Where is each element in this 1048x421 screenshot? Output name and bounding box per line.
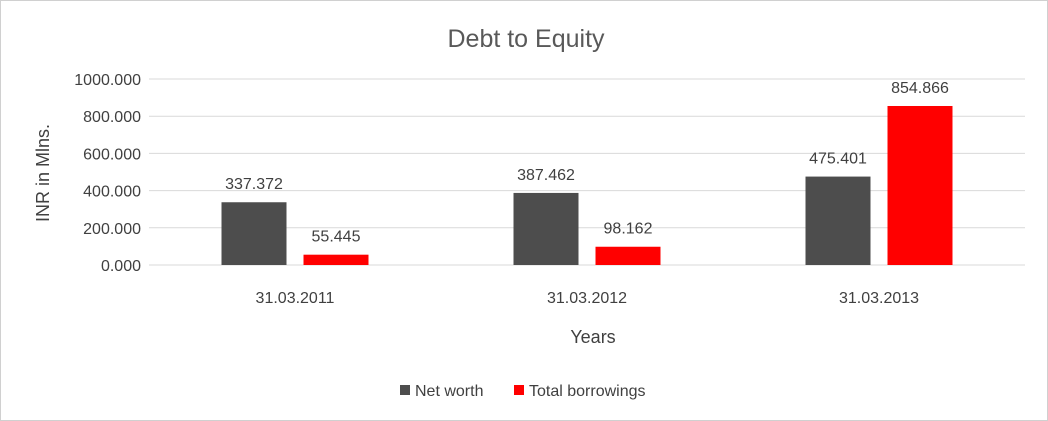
data-label: 475.401 [809,151,867,168]
y-tick-label: 200.000 [83,221,141,238]
y-axis-title: INR in Mlns. [33,124,53,222]
bar [805,176,871,265]
x-category-label: 31.03.2011 [256,290,335,307]
y-tick-label: 1000.000 [74,72,141,89]
x-category-label: 31.03.2013 [839,290,919,307]
data-label: 337.372 [225,176,283,193]
legend-label: Total borrowings [529,383,646,400]
bar [887,105,953,265]
x-axis-title: Years [570,327,615,347]
data-labels: 337.372 55.445 387.462 98.162 475.401 854.866 [225,80,949,246]
bars [221,105,953,265]
data-label: 55.445 [312,229,361,246]
y-axis-ticks: 0.000 200.000 400.000 600.000 800.000 1000.00… [74,72,141,275]
bar [513,192,579,265]
y-tick-label: 0.000 [101,258,141,275]
y-tick-label: 600.000 [83,146,141,163]
x-axis-categories: 31.03.2011 31.03.2012 31.03.2013 [256,290,920,307]
y-tick-label: 800.000 [83,109,141,126]
chart-title: Debt to Equity [447,25,605,53]
legend-label: Net worth [415,383,483,400]
data-label: 854.866 [891,80,949,97]
legend-swatch [400,385,410,395]
gridlines [149,78,1025,266]
legend-swatch [514,385,524,395]
legend: Net worth Total borrowings [400,383,646,400]
bar [303,254,369,265]
x-category-label: 31.03.2012 [547,290,627,307]
data-label: 98.162 [604,221,653,238]
data-label: 387.462 [517,167,575,184]
bar [595,246,661,265]
y-tick-label: 400.000 [83,184,141,201]
bar [221,202,287,265]
